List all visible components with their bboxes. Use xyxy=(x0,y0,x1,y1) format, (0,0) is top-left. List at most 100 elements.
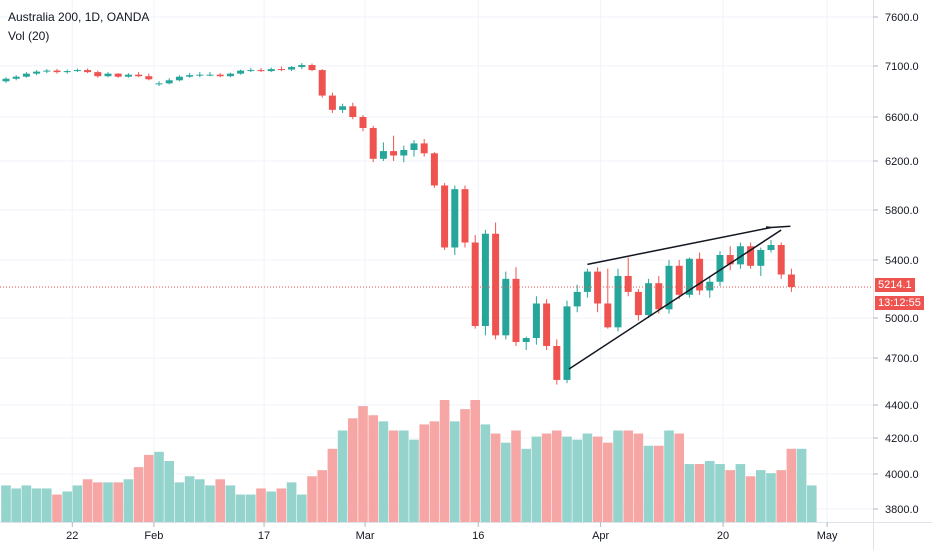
candle[interactable] xyxy=(604,268,612,329)
symbol-title[interactable]: Australia 200, 1D, OANDA xyxy=(8,10,150,24)
candle[interactable] xyxy=(12,75,20,81)
candle[interactable] xyxy=(461,185,469,248)
candle[interactable] xyxy=(165,78,173,85)
candle[interactable] xyxy=(390,135,398,161)
price-axis[interactable]: 7600.0 7100.0 6600.0 6200.0 5800.0 5400.0 5000… xyxy=(873,12,919,516)
volume-bar xyxy=(307,476,317,522)
candle[interactable] xyxy=(655,275,663,314)
volume-bar xyxy=(419,424,429,522)
candle[interactable] xyxy=(471,235,479,329)
candle[interactable] xyxy=(787,268,795,292)
candle[interactable] xyxy=(726,246,734,271)
trendline-extension[interactable] xyxy=(765,226,772,229)
volume-bar xyxy=(654,445,664,522)
candle-body xyxy=(298,65,306,68)
candle[interactable] xyxy=(696,252,704,295)
candle[interactable] xyxy=(451,185,459,256)
candle[interactable] xyxy=(84,68,92,74)
candle[interactable] xyxy=(257,68,265,73)
candle[interactable] xyxy=(267,67,275,73)
candle[interactable] xyxy=(43,69,51,74)
candle[interactable] xyxy=(186,73,194,78)
candle[interactable] xyxy=(237,69,245,75)
candle[interactable] xyxy=(247,68,255,73)
trendline[interactable] xyxy=(770,225,791,229)
candle[interactable] xyxy=(63,69,71,74)
candle[interactable] xyxy=(226,72,234,78)
candle-body xyxy=(563,306,571,380)
candle[interactable] xyxy=(747,242,755,269)
candle[interactable] xyxy=(124,73,132,78)
candle[interactable] xyxy=(369,125,377,163)
trendline[interactable] xyxy=(568,229,782,370)
candle[interactable] xyxy=(522,336,530,350)
candle[interactable] xyxy=(277,66,285,72)
candle[interactable] xyxy=(645,278,653,318)
candle[interactable] xyxy=(634,289,642,321)
candle[interactable] xyxy=(492,222,500,340)
candle[interactable] xyxy=(767,240,775,253)
candle[interactable] xyxy=(430,152,438,188)
candle[interactable] xyxy=(349,102,357,120)
candle[interactable] xyxy=(145,73,153,81)
candle[interactable] xyxy=(481,230,489,336)
candle[interactable] xyxy=(543,299,551,350)
candle[interactable] xyxy=(196,72,204,78)
candle[interactable] xyxy=(706,275,714,298)
candle[interactable] xyxy=(410,140,418,157)
candle[interactable] xyxy=(328,92,336,113)
candle-body xyxy=(675,265,683,295)
volume-bar xyxy=(348,418,358,522)
candle[interactable] xyxy=(777,242,785,279)
candle[interactable] xyxy=(614,268,622,332)
candle[interactable] xyxy=(594,267,602,313)
volume-bar xyxy=(786,448,797,522)
candle[interactable] xyxy=(339,103,347,113)
volume-indicator-label[interactable]: Vol (20) xyxy=(8,29,50,43)
price-tick-label: 7100.0 xyxy=(885,61,919,73)
candle[interactable] xyxy=(288,66,296,72)
time-tick-label: 20 xyxy=(717,530,729,542)
candle[interactable] xyxy=(379,142,387,161)
candle[interactable] xyxy=(94,70,102,78)
candle[interactable] xyxy=(583,268,591,298)
candle[interactable] xyxy=(532,296,540,345)
candle[interactable] xyxy=(359,114,367,132)
candle[interactable] xyxy=(114,73,122,78)
candle[interactable] xyxy=(216,73,224,78)
candle[interactable] xyxy=(502,271,510,340)
candle[interactable] xyxy=(675,260,683,300)
volume-bar xyxy=(42,488,52,522)
time-axis[interactable]: 22 Feb 17 Mar 16 Apr 20 May xyxy=(66,522,838,542)
candle[interactable] xyxy=(175,75,183,82)
candle[interactable] xyxy=(155,81,163,86)
candle-body xyxy=(226,73,234,77)
candle[interactable] xyxy=(441,183,449,250)
candle[interactable] xyxy=(33,70,41,76)
candle[interactable] xyxy=(298,63,306,70)
candle[interactable] xyxy=(400,145,408,163)
candle[interactable] xyxy=(73,68,81,73)
candle[interactable] xyxy=(420,139,428,157)
candle[interactable] xyxy=(22,72,30,78)
candle[interactable] xyxy=(624,257,632,297)
candle[interactable] xyxy=(308,63,316,72)
candle[interactable] xyxy=(512,267,520,346)
candle[interactable] xyxy=(553,339,561,385)
candle[interactable] xyxy=(53,69,61,74)
candle[interactable] xyxy=(2,77,10,83)
candle[interactable] xyxy=(573,284,581,313)
candle[interactable] xyxy=(757,247,765,276)
trendline[interactable] xyxy=(587,226,772,266)
candle[interactable] xyxy=(104,72,112,78)
volume-bar xyxy=(123,479,134,522)
candle[interactable] xyxy=(716,251,724,287)
candle-body xyxy=(512,278,520,342)
candle[interactable] xyxy=(206,72,214,77)
candle[interactable] xyxy=(318,69,326,98)
candle[interactable] xyxy=(563,300,571,384)
candle[interactable] xyxy=(135,72,143,78)
candle[interactable] xyxy=(736,242,744,269)
candle-body xyxy=(379,151,387,159)
